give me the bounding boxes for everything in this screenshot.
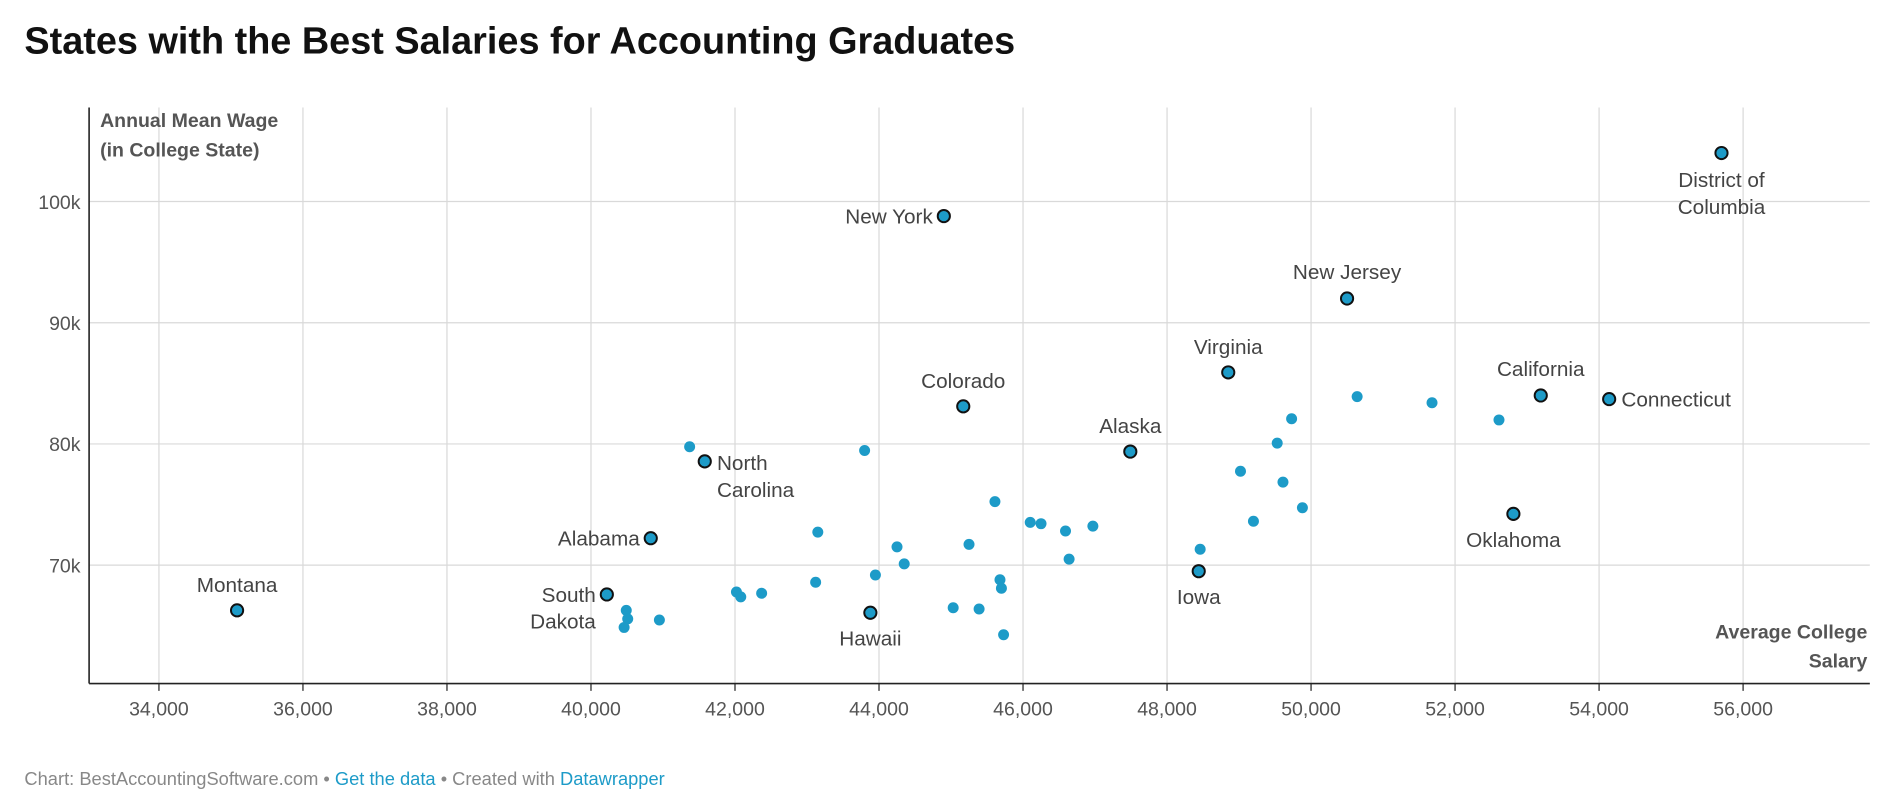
data-points [229,145,1729,641]
x-tick-label: 52,000 [1425,698,1485,720]
point-label: New Jersey [1293,261,1402,284]
chart-title: States with the Best Salaries for Accoun… [24,21,1015,63]
y-tick-label: 80k [49,434,81,456]
tick-labels: 34,000 36,000 38,000 40,000 42,000 44,000 46,0… [38,192,1773,720]
data-point [1234,465,1246,477]
highlighted-point [1533,388,1548,403]
point-label: Montana [197,574,278,597]
highlighted-point [643,531,658,546]
x-tick-label: 42,000 [705,698,765,720]
data-point [1277,476,1289,488]
highlighted-point [936,208,951,224]
x-tick-label: 44,000 [849,698,909,720]
data-point [1296,502,1308,514]
x-tick-label: 36,000 [273,698,333,720]
point-label: Colorado [921,370,1005,393]
point-label: California [1497,358,1585,381]
data-point [989,496,1001,508]
point-label: Iowa [1177,586,1221,609]
data-point [898,558,910,570]
data-point [869,569,881,581]
data-point [1271,437,1283,449]
point-label: North Carolina [717,452,795,502]
y-axis-label-line-2: (in College State) [100,139,259,161]
data-point [684,441,696,453]
data-point [947,602,959,614]
data-point [998,629,1010,641]
x-tick-label: 46,000 [993,698,1053,720]
y-axis-label-line-1: Annual Mean Wage [100,110,278,132]
footer-source: Chart: BestAccountingSoftware.com • [24,768,334,789]
data-point [891,541,903,553]
data-point [622,613,634,625]
x-axis-label-line-1: Average College [1715,621,1867,643]
highlighted-point [229,603,245,618]
data-point [973,603,985,615]
point-label: Connecticut [1621,388,1731,411]
x-tick-label: 56,000 [1713,698,1773,720]
datawrapper-link[interactable]: Datawrapper [560,768,665,789]
data-point [1426,397,1438,409]
data-point [994,574,1006,586]
highlighted-point [956,399,971,414]
point-label: Alabama [558,528,640,551]
footer: Chart: BestAccountingSoftware.com • Get … [24,768,664,789]
y-tick-label: 90k [49,313,81,335]
data-point [735,591,747,603]
data-point [1493,414,1505,426]
x-axis-label-line-2: Salary [1809,651,1868,673]
data-point [1194,543,1206,555]
point-label: Oklahoma [1466,529,1561,552]
data-point [810,576,822,588]
point-label: District of Columbia [1678,169,1766,219]
get-the-data-link[interactable]: Get the data [335,768,437,789]
highlighted-point [1339,291,1355,306]
point-label: Alaska [1099,415,1162,438]
footer-created-with: • Created with [436,768,560,789]
highlighted-point [1714,145,1729,161]
data-point [756,587,768,599]
x-tick-label: 48,000 [1137,698,1197,720]
point-labels: District of Columbia New York New Jersey Vir… [197,169,1766,651]
y-tick-label: 70k [49,555,81,577]
y-tick-label: 100k [38,192,81,214]
data-point [653,614,665,626]
highlighted-point [1221,365,1236,380]
highlighted-point [1506,506,1521,521]
data-point [1351,391,1363,403]
gridlines [89,107,1870,691]
highlighted-point [599,587,614,602]
data-point [1063,553,1075,565]
data-point [618,621,630,633]
x-tick-label: 34,000 [129,698,189,720]
data-point [995,582,1007,594]
data-point [812,526,824,538]
data-point [1060,525,1072,537]
highlighted-point [697,454,712,469]
point-label: Virginia [1194,336,1263,359]
x-tick-label: 50,000 [1281,698,1341,720]
highlighted-point [1602,392,1617,407]
data-point [859,444,871,456]
data-point [1035,518,1047,530]
highlighted-point [863,605,878,620]
x-tick-label: 38,000 [417,698,477,720]
data-point [963,538,975,550]
x-tick-label: 40,000 [561,698,621,720]
data-point [1087,520,1099,532]
point-label: Hawaii [839,628,901,651]
highlighted-point [1191,564,1206,579]
point-label: New York [845,205,933,228]
highlighted-point [1123,444,1138,459]
data-point [1247,515,1259,527]
x-tick-label: 54,000 [1569,698,1629,720]
data-point [1286,413,1298,425]
point-label: South Dakota [530,584,596,634]
data-point [1024,516,1036,528]
data-point [620,604,632,616]
